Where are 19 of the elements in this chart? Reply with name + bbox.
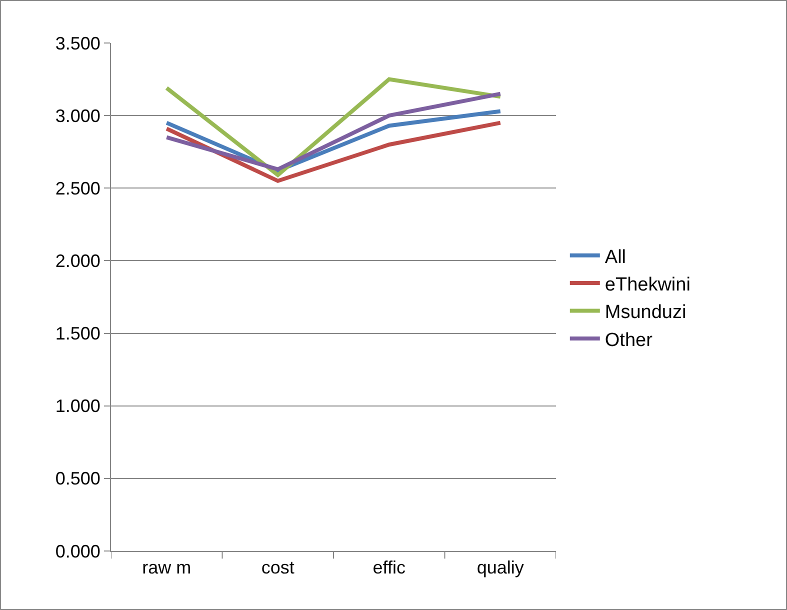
y-tick-label: 3.500 <box>55 33 100 54</box>
x-tick-label: raw m <box>142 558 192 578</box>
legend-label: All <box>604 246 626 268</box>
y-tick-label: 0.000 <box>55 541 100 562</box>
y-tick-label: 0.500 <box>55 468 100 489</box>
x-tick-label: effic <box>372 558 406 578</box>
y-tick-label: 3.000 <box>55 106 100 126</box>
legend-label: Msunduzi <box>604 302 686 324</box>
y-tick-label: 2.000 <box>55 251 100 272</box>
legend-label: eThekwini <box>604 274 690 296</box>
legend-label: Other <box>604 330 654 351</box>
line-series <box>164 92 502 172</box>
y-tick-label: 1.500 <box>55 324 100 344</box>
y-tick-label: 1.000 <box>55 396 100 416</box>
x-tick-label: qualiy <box>476 558 524 578</box>
line-series <box>164 120 502 183</box>
y-tick-label: 2.500 <box>55 178 100 198</box>
x-tick-label: cost <box>261 558 294 578</box>
line-series <box>164 77 502 178</box>
